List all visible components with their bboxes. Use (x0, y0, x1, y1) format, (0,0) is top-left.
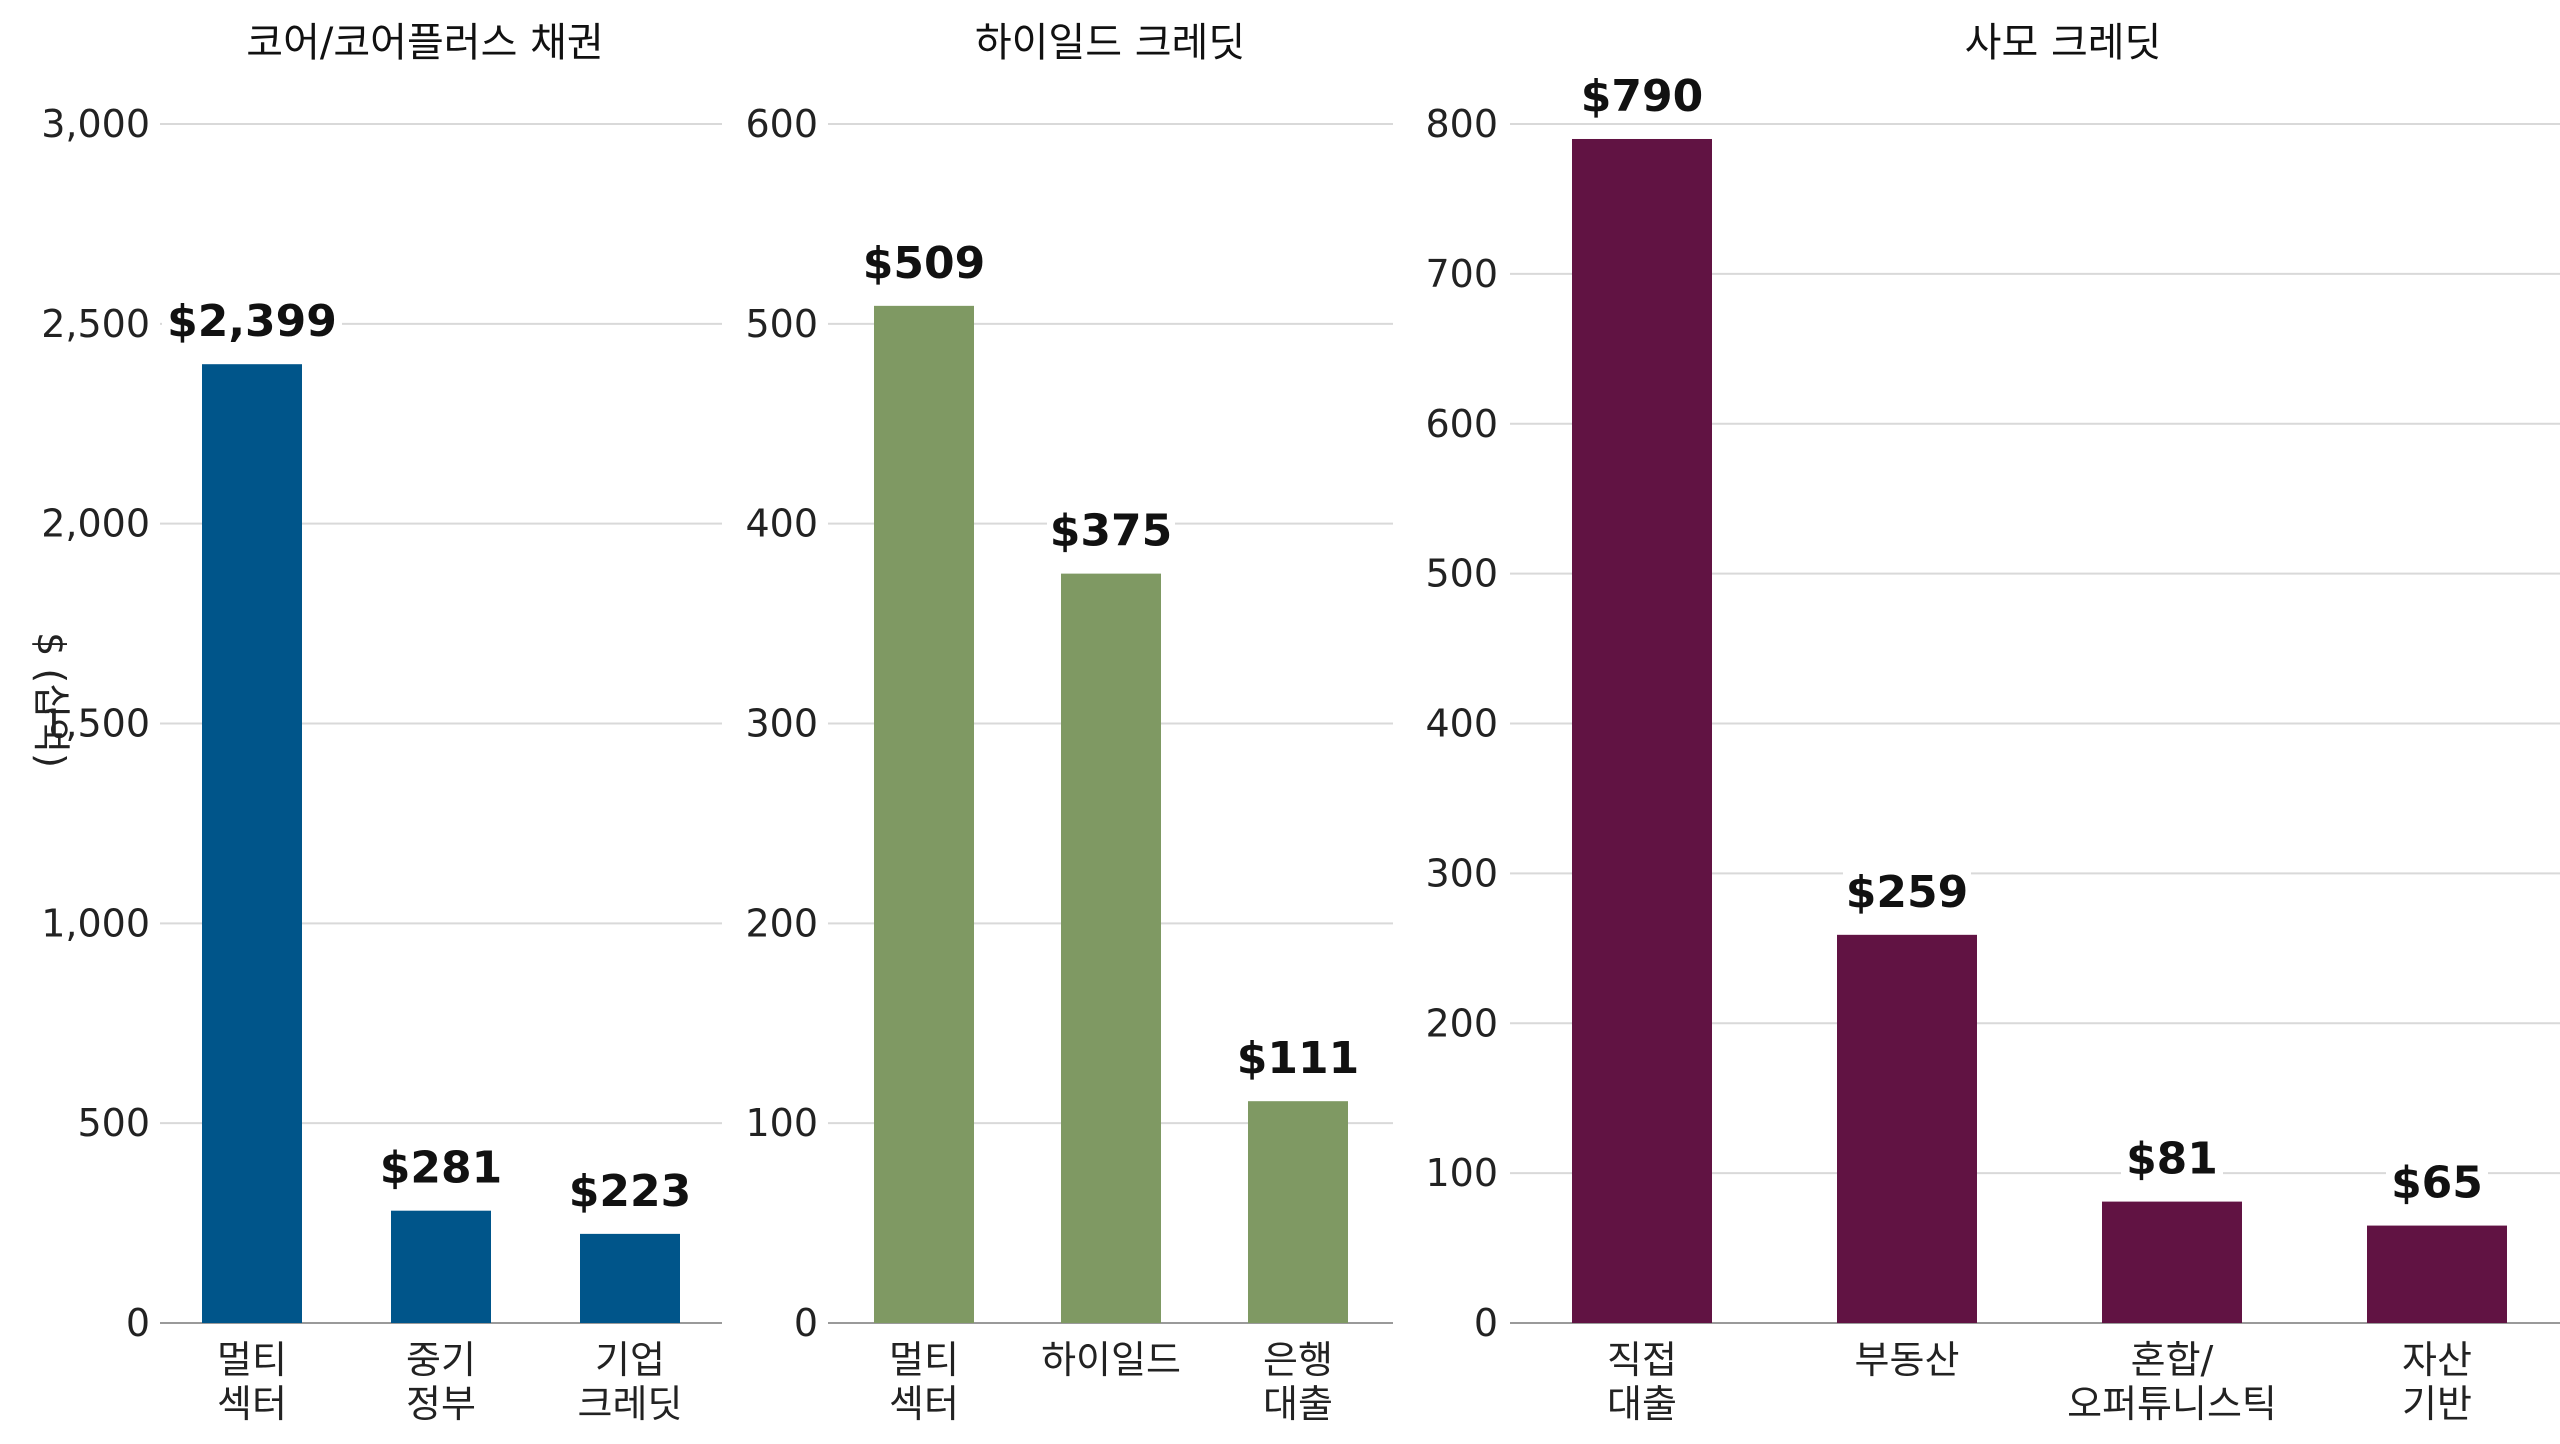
value-label-background (1234, 1029, 1362, 1086)
category-label: 섹터 (217, 1382, 287, 1426)
value-label: $81 (2126, 1134, 2218, 1185)
value-label: $281 (380, 1143, 502, 1194)
category-label: 섹터 (889, 1382, 959, 1426)
y-axis-label: $ (십억) (29, 632, 73, 768)
category-label: 중기 (406, 1338, 476, 1382)
value-label: $790 (1581, 71, 1703, 122)
panel-title-2: 하이일드 크레딧 (975, 20, 1245, 66)
bar (202, 364, 302, 1323)
value-label-background (1578, 66, 1706, 123)
value-label-background (2121, 1129, 2223, 1186)
value-label-background (1047, 501, 1175, 558)
category-label: 직접 (1607, 1338, 1677, 1382)
y-tick-label: 500 (745, 302, 818, 346)
bar (2102, 1201, 2242, 1323)
category-label: 부동산 (1855, 1338, 1960, 1382)
panel-title-3: 사모 크레딧 (1965, 20, 2162, 66)
y-tick-label: 0 (1474, 1301, 1498, 1345)
bar (1248, 1101, 1348, 1323)
y-tick-label: 500 (1425, 552, 1498, 596)
value-label: $223 (569, 1166, 691, 1217)
category-label: 자산 (2402, 1338, 2472, 1382)
category-label: 기반 (2402, 1382, 2472, 1426)
y-tick-label: 1,500 (41, 702, 150, 746)
bar (1572, 138, 1712, 1323)
value-label-background (860, 233, 988, 290)
bar (874, 305, 974, 1323)
bar (1837, 934, 1977, 1323)
bar (580, 1233, 680, 1323)
y-tick-label: 1,000 (41, 901, 150, 945)
value-label: $259 (1846, 867, 1968, 918)
bar (2367, 1225, 2507, 1323)
y-tick-label: 3,000 (41, 102, 150, 146)
y-tick-label: 200 (745, 901, 818, 945)
y-tick-label: 600 (1425, 402, 1498, 446)
y-tick-label: 100 (745, 1101, 818, 1145)
value-label-background (2386, 1153, 2488, 1210)
y-tick-label: 300 (745, 702, 818, 746)
category-label: 은행 (1263, 1338, 1333, 1382)
y-tick-label: 2,000 (41, 502, 150, 546)
y-tick-label: 600 (745, 102, 818, 146)
bar (391, 1210, 491, 1323)
value-label-background (377, 1138, 505, 1195)
y-tick-label: 0 (794, 1301, 818, 1345)
y-tick-label: 400 (745, 502, 818, 546)
category-label: 하이일드 (1041, 1338, 1181, 1382)
y-tick-label: 300 (1425, 851, 1498, 895)
category-label: 기업 (595, 1338, 665, 1382)
category-label: 혼합/ (2131, 1338, 2214, 1382)
y-tick-label: 0 (126, 1301, 150, 1345)
y-tick-label: 500 (77, 1101, 150, 1145)
category-label: 대출 (1263, 1382, 1333, 1426)
y-tick-label: 700 (1425, 252, 1498, 296)
value-label-background (1843, 862, 1971, 919)
category-label: 멀티 (889, 1338, 959, 1382)
value-label: $111 (1237, 1033, 1359, 1084)
y-tick-label: 200 (1425, 1001, 1498, 1045)
panel-title-1: 코어/코어플러스 채권 (246, 20, 603, 66)
category-label: 오퍼튜니스틱 (2067, 1382, 2277, 1426)
value-label: $65 (2391, 1158, 2483, 1209)
y-tick-label: 2,500 (41, 302, 150, 346)
y-tick-label: 400 (1425, 702, 1498, 746)
value-label: $509 (863, 238, 985, 289)
y-tick-label: 800 (1425, 102, 1498, 146)
category-label: 멀티 (217, 1338, 287, 1382)
value-label: $375 (1050, 506, 1172, 557)
category-label: 대출 (1607, 1382, 1677, 1426)
category-label: 정부 (406, 1382, 476, 1426)
value-label-background (566, 1161, 694, 1218)
value-label: $2,399 (167, 296, 337, 347)
category-label: 크레딧 (578, 1382, 683, 1426)
bar (1061, 573, 1161, 1323)
y-tick-label: 100 (1425, 1151, 1498, 1195)
value-label-background (162, 292, 342, 349)
